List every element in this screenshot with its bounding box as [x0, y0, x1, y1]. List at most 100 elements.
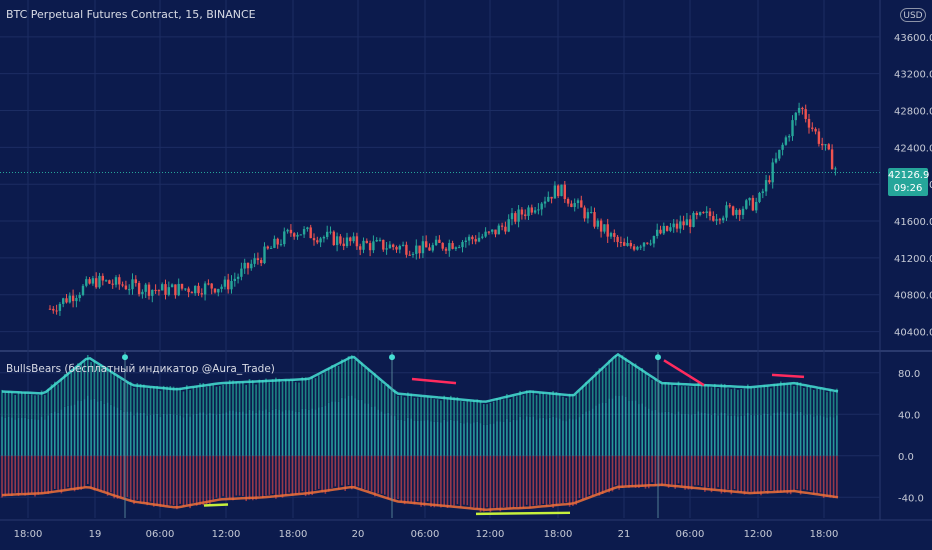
- candle-body: [738, 209, 741, 215]
- x-tick-label: 18:00: [14, 529, 43, 540]
- candle-body: [791, 120, 794, 137]
- candle-body: [702, 212, 705, 214]
- candle-body: [636, 246, 639, 250]
- candle-body: [210, 283, 213, 289]
- candle-body: [415, 245, 418, 254]
- candle-body: [507, 219, 510, 232]
- candle-body: [675, 223, 679, 229]
- candle-body: [75, 298, 78, 302]
- candle-body: [454, 247, 458, 249]
- candle-body: [718, 219, 722, 221]
- candle-body: [147, 284, 151, 296]
- price-tick-label: 43200.0: [894, 70, 932, 81]
- candle-body: [372, 241, 375, 251]
- candle-body: [279, 244, 283, 246]
- x-tick-label: 18:00: [810, 529, 839, 540]
- candle-body: [520, 209, 524, 215]
- candle-body: [811, 127, 814, 129]
- candle-body: [580, 200, 583, 208]
- candle-body: [821, 143, 824, 146]
- session-marker: [655, 354, 661, 361]
- candle-body: [395, 247, 398, 250]
- candle-body: [758, 192, 761, 202]
- candle-body: [431, 245, 434, 251]
- candles-group: [48, 102, 837, 316]
- candle-body: [220, 286, 223, 289]
- candle-body: [434, 239, 438, 246]
- candle-body: [203, 283, 207, 295]
- candle-body: [444, 248, 448, 251]
- candle-body: [101, 275, 104, 281]
- candle-body: [590, 212, 593, 214]
- candle-body: [827, 144, 830, 150]
- candle-body: [260, 260, 263, 264]
- candle-body: [197, 285, 200, 294]
- x-tick-label: 12:00: [476, 529, 505, 540]
- candle-body: [504, 226, 507, 232]
- candle-body: [464, 240, 467, 243]
- candle-body: [698, 212, 702, 215]
- candle-body: [326, 231, 329, 237]
- candle-body: [375, 240, 378, 242]
- bull-envelope: [1, 352, 839, 403]
- candle-body: [213, 288, 217, 293]
- candle-body: [481, 236, 484, 238]
- candle-body: [342, 243, 345, 247]
- candle-body: [669, 227, 672, 231]
- candle-body: [735, 209, 738, 215]
- price-tick-label: 41600.0: [894, 217, 932, 228]
- candle-body: [388, 244, 392, 249]
- x-tick-label: 18:00: [279, 529, 308, 540]
- last-price-tag: 42126.9 09:26: [888, 168, 930, 196]
- candle-body: [665, 225, 669, 231]
- candle-body: [283, 231, 286, 245]
- price-tick-label: 42400.0: [894, 143, 932, 154]
- candle-body: [596, 220, 599, 227]
- candle-body: [741, 208, 745, 215]
- candle-body: [253, 258, 256, 264]
- candle-body: [124, 285, 128, 290]
- candle-body: [804, 109, 807, 119]
- candle-body: [170, 284, 174, 288]
- currency-button[interactable]: USD: [900, 8, 926, 22]
- candle-body: [606, 224, 609, 237]
- candle-body: [335, 236, 339, 246]
- candle-body: [296, 234, 299, 237]
- candle-body: [576, 200, 580, 204]
- candle-body: [573, 203, 576, 207]
- candle-body: [494, 229, 497, 235]
- price-tick-label: 41200.0: [894, 254, 932, 265]
- candle-body: [642, 242, 646, 247]
- candle-body: [613, 233, 616, 237]
- candle-body: [497, 225, 500, 235]
- candle-body: [137, 283, 141, 295]
- last-price-value: 42126.9: [888, 170, 930, 181]
- candle-body: [639, 246, 642, 248]
- candle-body: [62, 298, 65, 304]
- x-tick-label: 06:00: [411, 529, 440, 540]
- candle-body: [243, 262, 246, 269]
- indicator-tick-label: 0.0: [898, 452, 914, 463]
- candle-body: [685, 219, 689, 226]
- candle-body: [632, 246, 636, 250]
- candle-body: [250, 263, 253, 269]
- candle-body: [95, 278, 98, 288]
- candle-body: [71, 295, 75, 302]
- candle-body: [187, 288, 190, 293]
- candle-body: [144, 284, 147, 292]
- indicator-title[interactable]: BullsBears (бесплатный индикатор @Aura_T…: [6, 363, 275, 375]
- candle-body: [530, 207, 533, 213]
- candle-body: [401, 244, 405, 246]
- candle-body: [715, 219, 718, 221]
- candle-body: [408, 254, 411, 256]
- candle-body: [586, 212, 590, 219]
- candle-body: [68, 295, 71, 303]
- candle-body: [161, 284, 164, 291]
- candle-body: [164, 284, 167, 295]
- candle-body: [114, 277, 118, 285]
- session-marker: [122, 354, 128, 361]
- candle-body: [603, 224, 606, 232]
- candle-body: [623, 242, 626, 246]
- candle-body: [78, 294, 81, 299]
